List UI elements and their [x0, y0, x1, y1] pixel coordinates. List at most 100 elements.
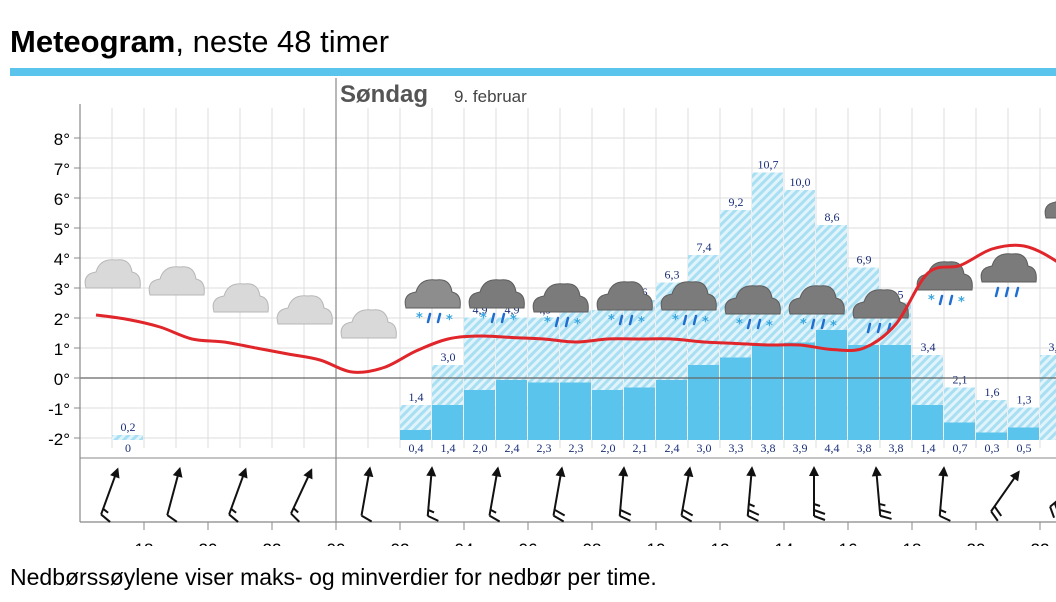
wind-head — [363, 466, 374, 478]
wind-barb-half — [490, 508, 497, 514]
wind-head — [110, 467, 120, 479]
wind-barb — [747, 509, 760, 516]
wind-shaft — [166, 468, 181, 516]
y-tick-label: 1° — [54, 340, 70, 359]
y-tick-label: -2° — [48, 430, 70, 449]
precip-min-bar — [752, 345, 783, 440]
rain-drop — [866, 322, 872, 334]
precip-min-label: 3,0 — [697, 441, 712, 455]
wind-barb — [360, 514, 373, 523]
x-tick-label: 22 — [263, 540, 282, 546]
rain-drop — [490, 312, 496, 324]
cloud-shape — [532, 283, 589, 313]
snowflake: * — [510, 313, 517, 328]
precip-min-label: 0,3 — [985, 441, 1000, 455]
rain-drop — [554, 316, 560, 328]
snowflake: * — [958, 295, 965, 310]
precip-min-bar — [944, 422, 975, 440]
wind-barb — [619, 514, 631, 522]
snowflake: * — [928, 293, 935, 308]
wind-head — [683, 466, 694, 478]
wind-barb — [1053, 502, 1056, 515]
meteogram-chart: 0,201,40,43,01,44,92,04,92,44,92,35,22,3… — [48, 78, 1056, 546]
wind-barb-half — [813, 503, 821, 507]
cloud-shape — [916, 261, 973, 291]
cloud-sleet-dark-icon: * * — [532, 283, 589, 332]
precip-max-label: 3,4 — [921, 340, 936, 354]
wind-barb — [682, 508, 694, 517]
y-tick-label: 7° — [54, 160, 70, 179]
precip-max-label: 3,4 — [1049, 340, 1056, 354]
rain-drop — [1014, 286, 1020, 298]
wind-head — [809, 466, 819, 476]
snowflake: * — [608, 313, 615, 328]
cloud-sleet-dark-icon: * * — [596, 281, 653, 330]
y-tick-label: 3° — [54, 280, 70, 299]
wind-barb — [990, 510, 999, 522]
rain-drop — [426, 312, 432, 324]
wind-barb — [680, 514, 693, 523]
cloud-sleet-dark-icon: * * — [724, 285, 781, 334]
wind-arrow-icon — [290, 468, 313, 523]
rain-drop — [876, 322, 882, 334]
page-title-rest: , neste 48 timer — [175, 24, 390, 59]
x-tick-label: 20 — [967, 540, 986, 546]
precip-min-label: 0,4 — [409, 441, 424, 455]
precip-min-label: 4,4 — [825, 441, 840, 455]
wind-barb — [166, 514, 178, 523]
snowflake: * — [544, 315, 551, 330]
cloud-sleet-dark-icon: * * — [468, 279, 525, 328]
snowflake: * — [766, 319, 773, 334]
precip-min-label: 3,3 — [729, 441, 744, 455]
precip-min-bar — [880, 345, 911, 440]
wind-shaft — [746, 467, 753, 516]
wind-barb-half — [292, 507, 299, 514]
x-axis-tick-labels: 18 20 22 00 02 04 06 08 10 12 14 16 18 20 22 — [135, 540, 1050, 546]
precip-min-label: 0,7 — [953, 441, 968, 455]
wind-arrow-icon — [228, 467, 248, 523]
wind-barb — [747, 514, 759, 522]
wind-head — [303, 468, 313, 480]
wind-barb-half — [878, 502, 886, 507]
rain-drop — [820, 318, 826, 330]
wind-arrow-icon — [166, 466, 183, 523]
wind-arrow-icon — [618, 466, 632, 522]
y-tick-label: -1° — [48, 400, 70, 419]
wind-barb-half — [427, 509, 435, 514]
cloud-icon — [340, 309, 397, 339]
precip-min-label: 1,4 — [441, 441, 456, 455]
precip-min-label: 2,4 — [665, 441, 680, 455]
precip-min-label: 0,5 — [1017, 441, 1032, 455]
wind-arrow-icon — [871, 466, 892, 520]
rain-drop — [436, 312, 442, 324]
wind-barb — [619, 509, 632, 516]
precip-min-bar — [848, 345, 879, 440]
precip-min-bar — [624, 387, 655, 440]
cloud-shape — [276, 295, 333, 325]
cloud-shape — [148, 266, 205, 296]
rain-drop — [692, 314, 698, 326]
precip-min-label: 3,9 — [793, 441, 808, 455]
precip-min-bar — [1008, 427, 1039, 440]
title-accent-bar — [10, 68, 1056, 76]
precip-min-label: 0 — [125, 441, 131, 455]
wind-arrow-icon — [680, 466, 694, 523]
wind-barb — [939, 514, 951, 522]
snowflake: * — [416, 311, 423, 326]
wind-head — [555, 466, 566, 478]
wind-arrow-icon — [938, 466, 951, 522]
precip-max-label: 10,7 — [758, 158, 779, 172]
precip-max-label: 6,9 — [857, 253, 872, 267]
cloud-shape — [1044, 200, 1056, 219]
rain-drop — [618, 314, 624, 326]
precip-max-label: 6,3 — [665, 268, 680, 282]
rain-drop — [1004, 286, 1010, 298]
x-tick-label: 02 — [391, 540, 410, 546]
wind-barb — [488, 514, 501, 523]
snowflake: * — [638, 315, 645, 330]
wind-barb — [880, 514, 892, 520]
y-tick-label: 6° — [54, 190, 70, 209]
snowflake: * — [672, 313, 679, 328]
wind-arrow-icon — [488, 466, 502, 523]
rain-drop — [500, 312, 506, 324]
